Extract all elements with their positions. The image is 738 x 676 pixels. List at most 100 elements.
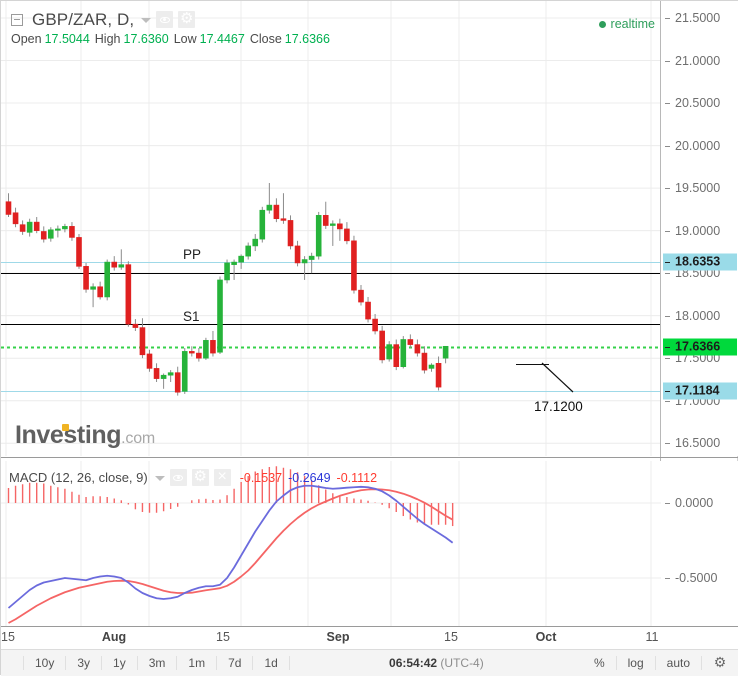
investing-watermark: Investing.com xyxy=(15,421,155,450)
annotation-value: 17.1200 xyxy=(534,399,583,414)
close-label: Close xyxy=(249,32,282,46)
axis-tick xyxy=(665,60,670,62)
price-badge[interactable]: 18.6353 xyxy=(663,253,737,271)
macd-value: -0.2649 xyxy=(288,470,331,485)
macd-chart-pane[interactable] xyxy=(1,461,661,626)
ohlc-readout: Open 17.5044 High 17.6360 Low 17.4467 Close 17.… xyxy=(11,32,335,46)
range-button-1m[interactable]: 1m xyxy=(177,656,218,670)
gear-icon[interactable] xyxy=(178,10,196,28)
eye-icon[interactable] xyxy=(169,469,187,486)
time-axis-label: Aug xyxy=(101,630,127,644)
price-chart-pane[interactable] xyxy=(1,1,661,456)
low-label: Low xyxy=(173,32,197,46)
macd-legend: MACD (12, 26, close, 9) -0.1537-0.2649-0… xyxy=(9,467,383,488)
close-icon[interactable] xyxy=(213,468,231,486)
axis-tick xyxy=(665,103,670,105)
axis-label: 20.0000 xyxy=(675,138,721,153)
axis-label: 18.0000 xyxy=(675,308,721,323)
collapse-icon[interactable] xyxy=(11,13,23,26)
high-label: High xyxy=(94,32,121,46)
open-label: Open xyxy=(11,32,42,46)
axis-tick xyxy=(665,400,670,402)
axis-label: -0.5000 xyxy=(675,571,718,585)
watermark-dot-icon xyxy=(62,424,69,431)
macd-axis[interactable]: 0.0000 -0.5000 xyxy=(661,461,738,626)
axis-tick xyxy=(665,346,670,348)
axis-tick xyxy=(665,188,670,190)
annotation-leader-diagonal xyxy=(541,362,574,393)
axis-tick xyxy=(665,358,670,360)
axis-tick xyxy=(665,261,670,263)
chevron-down-icon[interactable] xyxy=(141,18,152,23)
price-legend: GBP/ZAR, D, Open17.5044High17.6360Low17.… xyxy=(11,9,335,46)
macd-value: -0.1112 xyxy=(336,470,378,485)
close-value: 17.6366 xyxy=(284,32,330,46)
range-button-10y[interactable]: 10y xyxy=(23,656,67,670)
range-buttons[interactable]: 10y 3y 1y 3m 1m 7d 1d xyxy=(1,650,290,676)
option-button-log[interactable]: log xyxy=(616,656,656,670)
time-axis-label: 15 xyxy=(216,630,230,644)
axis-label: 19.5000 xyxy=(675,181,721,196)
axis-tick xyxy=(665,18,670,19)
time-axis-label: Oct xyxy=(535,630,557,644)
eye-icon[interactable] xyxy=(156,11,174,28)
range-button-7d[interactable]: 7d xyxy=(217,656,254,670)
time-axis-label: 11 xyxy=(645,630,659,644)
axis-tick xyxy=(665,503,670,504)
bottom-toolbar[interactable]: 10y 3y 1y 3m 1m 7d 1d 06:54:42 (UTC-4) % log aut… xyxy=(1,649,738,676)
axis-label: 21.0000 xyxy=(675,53,721,68)
axis-label: 0.0000 xyxy=(675,496,714,510)
axis-tick xyxy=(665,273,670,275)
option-button-auto[interactable]: auto xyxy=(655,656,702,670)
time-axis-label: 15 xyxy=(1,630,15,644)
option-button-percent[interactable]: % xyxy=(582,656,617,670)
axis-tick xyxy=(665,145,670,147)
axis-separator xyxy=(660,1,661,626)
clock-display: 06:54:42 (UTC-4) xyxy=(290,650,583,676)
clock-time: 06:54:42 xyxy=(389,656,438,670)
scale-options[interactable]: % log auto xyxy=(582,650,702,676)
axis-tick xyxy=(665,390,670,392)
range-button-1y[interactable]: 1y xyxy=(102,656,138,670)
axis-tick xyxy=(665,230,670,232)
range-button-3y[interactable]: 3y xyxy=(66,656,103,670)
realtime-status-badge: realtime xyxy=(598,17,655,31)
clock-timezone: (UTC-4) xyxy=(440,656,484,670)
gear-icon[interactable]: ⚙ xyxy=(713,654,727,670)
axis-tick xyxy=(665,443,670,445)
chevron-down-icon[interactable] xyxy=(154,476,165,481)
axis-label: 16.5000 xyxy=(675,436,721,451)
level-label-pp: PP xyxy=(183,246,202,262)
high-value: 17.6360 xyxy=(123,32,169,46)
time-axis[interactable]: 15 Aug 15 Sep 15 Oct 11 xyxy=(1,627,738,649)
low-value: 17.4467 xyxy=(199,32,245,46)
symbol-title[interactable]: GBP/ZAR, D, xyxy=(32,9,135,29)
macd-canvas xyxy=(1,461,661,626)
time-axis-label: 15 xyxy=(444,630,458,644)
price-badge[interactable]: 17.1184 xyxy=(663,382,737,400)
price-badge[interactable]: 17.6366 xyxy=(663,338,737,356)
gear-icon[interactable] xyxy=(191,468,209,486)
macd-title[interactable]: MACD (12, 26, close, 9) xyxy=(9,470,148,485)
price-axis[interactable]: 16.5000 17.0000 17.5000 18.0000 18.5000 19.00… xyxy=(661,1,738,456)
range-button-1d[interactable]: 1d xyxy=(253,656,290,670)
open-value: 17.5044 xyxy=(44,32,90,46)
macd-values: -0.1537 -0.2649 -0.1112 xyxy=(240,471,383,485)
level-label-s1: S1 xyxy=(183,309,200,325)
pane-separator[interactable] xyxy=(1,457,738,458)
axis-tick xyxy=(665,315,670,317)
realtime-label: realtime xyxy=(610,17,655,31)
axis-tick xyxy=(665,578,670,579)
price-candlestick-canvas xyxy=(1,1,661,456)
watermark-suffix: .com xyxy=(121,430,156,447)
axis-label: 20.5000 xyxy=(675,96,721,111)
annotation-leader-horizontal xyxy=(516,364,549,365)
time-axis-separator xyxy=(1,626,738,627)
status-dot-icon xyxy=(598,20,606,28)
range-button-3m[interactable]: 3m xyxy=(137,656,178,670)
time-axis-label: Sep xyxy=(326,630,350,644)
axis-label: 19.0000 xyxy=(675,223,721,238)
axis-label: 21.5000 xyxy=(675,11,721,25)
macd-value: -0.1537 xyxy=(239,470,283,485)
